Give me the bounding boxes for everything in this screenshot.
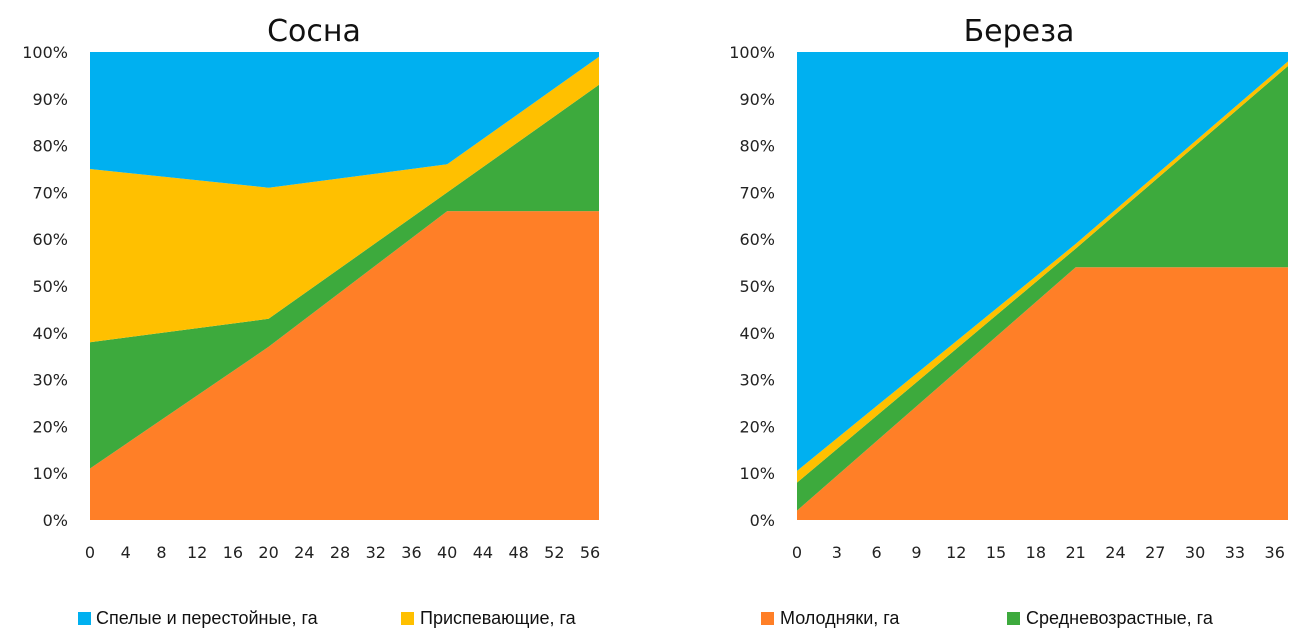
y-tick-label: 30% xyxy=(739,371,775,390)
x-tick-label: 16 xyxy=(223,543,243,562)
y-tick-label: 100% xyxy=(22,43,68,62)
x-tick-label: 30 xyxy=(1185,543,1205,562)
y-tick-label: 50% xyxy=(32,277,68,296)
x-tick-label: 12 xyxy=(187,543,207,562)
y-tick-label: 90% xyxy=(739,90,775,109)
x-tick-label: 40 xyxy=(437,543,457,562)
legend-item: Спелые и перестойные, га xyxy=(78,608,319,628)
area-series-3 xyxy=(797,61,1288,483)
y-tick-label: 100% xyxy=(729,43,775,62)
x-tick-label: 0 xyxy=(792,543,802,562)
chart-birch: Береза 0% 10% 20% 30% 40% 50% 60% 70% 80% 90% 100%… xyxy=(729,14,1288,562)
legend-swatch xyxy=(401,612,414,625)
y-tick-label: 80% xyxy=(32,137,68,156)
legend-label: Средневозрастные, га xyxy=(1026,608,1214,628)
chart-pine: Сосна 0%10%20%30%40%50%60%70%80%90%100% … xyxy=(22,14,600,562)
legend-label: Молодняки, га xyxy=(780,608,900,628)
y-tick-label: 10% xyxy=(32,464,68,483)
x-tick-label: 32 xyxy=(366,543,386,562)
x-tick-label: 24 xyxy=(1105,543,1125,562)
x-tick-label: 9 xyxy=(911,543,921,562)
x-tick-label: 8 xyxy=(156,543,166,562)
x-axis: 0 3 6 9 12 15 18 21 24 27 30 33 36 xyxy=(792,543,1285,562)
x-tick-label: 36 xyxy=(401,543,421,562)
y-axis: 0% 10% 20% 30% 40% 50% 60% 70% 80% 90% 100% xyxy=(729,43,775,530)
area-series-1 xyxy=(90,211,599,520)
legend-swatch xyxy=(761,612,774,625)
area-series-1 xyxy=(797,267,1288,520)
x-tick-label: 15 xyxy=(986,543,1006,562)
x-axis: 0 4 8 12 16 20 24 28 32 36 40 44 48 52 56 xyxy=(85,543,600,562)
y-tick-label: 70% xyxy=(32,183,68,202)
x-tick-label: 24 xyxy=(294,543,314,562)
y-tick-label: 40% xyxy=(32,324,68,343)
x-tick-label: 0 xyxy=(85,543,95,562)
x-tick-label: 4 xyxy=(121,543,131,562)
legend-swatch xyxy=(78,612,91,625)
legend: Спелые и перестойные, га Приспевающие, г… xyxy=(78,608,1214,628)
y-tick-label: 10% xyxy=(739,464,775,483)
x-tick-label: 6 xyxy=(872,543,882,562)
y-tick-label: 90% xyxy=(32,90,68,109)
x-tick-label: 36 xyxy=(1265,543,1285,562)
x-tick-label: 56 xyxy=(580,543,600,562)
y-tick-label: 50% xyxy=(739,277,775,296)
y-tick-label: 70% xyxy=(739,183,775,202)
y-tick-label: 20% xyxy=(32,417,68,436)
area-series-4 xyxy=(797,52,1288,471)
legend-item: Средневозрастные, га xyxy=(1007,608,1214,628)
y-tick-label: 0% xyxy=(750,511,775,530)
area-series-2 xyxy=(90,84,599,469)
x-tick-label: 44 xyxy=(473,543,493,562)
x-tick-label: 21 xyxy=(1065,543,1085,562)
x-tick-label: 33 xyxy=(1225,543,1245,562)
area-series-3 xyxy=(90,56,599,343)
legend-swatch xyxy=(1007,612,1020,625)
x-tick-label: 3 xyxy=(832,543,842,562)
y-tick-label: 0% xyxy=(43,511,68,530)
y-tick-label: 40% xyxy=(739,324,775,343)
x-tick-label: 20 xyxy=(258,543,278,562)
area-series-2 xyxy=(797,66,1288,511)
y-tick-label: 80% xyxy=(739,137,775,156)
chart-title: Береза xyxy=(964,14,1075,49)
legend-label: Спелые и перестойные, га xyxy=(96,608,319,628)
plot-area xyxy=(797,52,1288,520)
x-tick-label: 12 xyxy=(946,543,966,562)
x-tick-label: 27 xyxy=(1145,543,1165,562)
area-series-4 xyxy=(90,52,599,188)
y-axis: 0% 10% 20% 30% 40% 50% 60% 70% 80% 90% 100% xyxy=(22,43,68,530)
chart-title: Сосна xyxy=(267,14,361,49)
x-tick-label: 28 xyxy=(330,543,350,562)
y-tick-label: 60% xyxy=(32,230,68,249)
y-tick-label: 30% xyxy=(32,371,68,390)
x-tick-label: 48 xyxy=(508,543,528,562)
legend-item: Молодняки, га xyxy=(761,608,900,628)
y-tick-label: 20% xyxy=(739,417,775,436)
plot-area xyxy=(90,52,599,520)
legend-item: Приспевающие, га xyxy=(401,608,577,628)
x-tick-label: 52 xyxy=(544,543,564,562)
y-tick-label: 60% xyxy=(739,230,775,249)
x-tick-label: 18 xyxy=(1026,543,1046,562)
legend-label: Приспевающие, га xyxy=(420,608,577,628)
